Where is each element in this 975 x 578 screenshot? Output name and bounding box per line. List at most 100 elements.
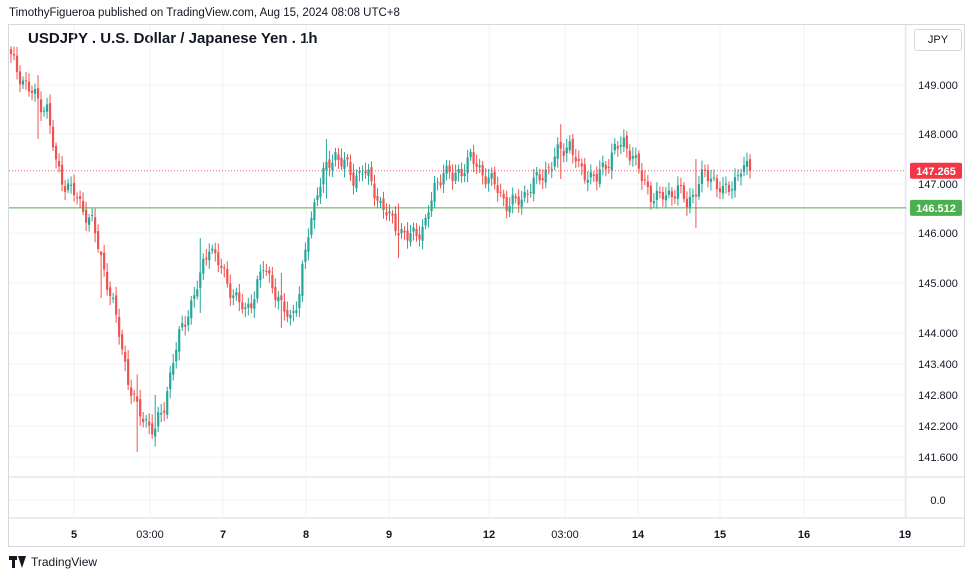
y-tick-label: 142.200 <box>918 421 958 433</box>
support-price-tag: 146.512 <box>916 203 956 215</box>
candle-body <box>499 191 502 193</box>
candle-body <box>634 155 637 158</box>
candle-body <box>184 324 187 327</box>
candle-body <box>721 185 725 194</box>
candle-body <box>484 176 487 185</box>
candle-body <box>538 174 541 181</box>
candle-body <box>208 251 211 261</box>
candle-body <box>325 161 328 171</box>
candle-body <box>298 293 301 309</box>
candle-body <box>646 181 649 187</box>
candle-body <box>373 183 376 199</box>
candle-body <box>310 218 313 236</box>
candle-body <box>631 156 634 159</box>
candle-body <box>361 173 364 175</box>
candle-body <box>679 185 683 187</box>
candle-body <box>487 177 490 184</box>
candle-body <box>415 228 418 237</box>
candle-body <box>337 154 340 161</box>
candle-body <box>658 191 661 193</box>
candle-body <box>394 213 397 232</box>
candle-body <box>343 159 346 169</box>
candle-body <box>220 265 223 268</box>
candle-body <box>355 175 358 189</box>
candle-body <box>676 185 680 199</box>
candle-body <box>418 234 421 240</box>
y-tick-label: 0.0 <box>930 495 945 507</box>
candle-body <box>682 185 686 199</box>
candle-body <box>478 165 481 168</box>
candle-body <box>292 311 295 313</box>
candle-body <box>193 295 196 299</box>
candle-body <box>598 169 601 184</box>
candle-body <box>66 183 70 190</box>
candle-body <box>175 349 178 362</box>
candle-body <box>451 172 454 182</box>
candle-body <box>121 334 124 350</box>
x-tick-label: 03:00 <box>551 529 579 541</box>
candle-body <box>172 363 175 375</box>
candle-body <box>715 178 719 189</box>
candle-body <box>550 168 553 170</box>
candle-body <box>133 393 136 395</box>
candle-body <box>637 153 640 169</box>
candle-body <box>157 412 160 427</box>
candle-body <box>649 185 652 202</box>
candle-body <box>42 110 46 112</box>
candle-body <box>136 396 139 402</box>
candle-body <box>232 295 235 299</box>
candle-body <box>607 166 610 169</box>
candle-body <box>367 169 370 176</box>
candle-body <box>556 144 559 159</box>
tradingview-logo-icon <box>9 556 27 568</box>
candle-body <box>112 297 115 299</box>
candle-body <box>45 104 49 112</box>
candle-body <box>322 167 325 185</box>
candle-body <box>334 152 337 161</box>
candle-body <box>703 169 707 171</box>
candle-body <box>541 178 544 181</box>
candle-body <box>352 172 355 186</box>
candle-body <box>580 163 583 167</box>
candles-group <box>9 46 752 452</box>
candle-body <box>274 287 277 301</box>
candle-body <box>69 184 73 186</box>
candle-body <box>412 227 415 232</box>
candle-body <box>280 295 283 301</box>
candle-body <box>196 289 199 297</box>
candle-body <box>739 173 743 177</box>
y-tick-label: 141.600 <box>918 452 958 464</box>
candle-body <box>517 196 520 206</box>
candle-body <box>745 161 749 167</box>
tradingview-brand: TradingView <box>9 555 97 569</box>
candle-body <box>439 182 442 186</box>
candle-body <box>85 209 88 223</box>
candle-body <box>295 310 298 313</box>
candle-body <box>145 419 148 421</box>
candle-body <box>559 141 562 149</box>
candle-body <box>724 183 728 185</box>
candle-body <box>301 263 304 296</box>
candle-body <box>457 169 460 174</box>
candle-body <box>226 268 229 284</box>
candle-body <box>24 80 28 82</box>
candle-body <box>81 200 85 212</box>
candle-body <box>436 181 439 183</box>
candle-body <box>39 99 43 113</box>
x-tick-label: 14 <box>632 529 645 541</box>
candle-body <box>565 147 568 154</box>
candle-body <box>520 199 523 207</box>
y-tick-label: 148.000 <box>918 129 958 141</box>
candle-body <box>421 226 424 241</box>
candle-body <box>376 196 379 201</box>
candle-body <box>493 172 496 185</box>
candle-body <box>610 152 613 171</box>
candle-body <box>469 151 472 158</box>
candle-body <box>595 173 598 182</box>
candle-body <box>27 81 31 92</box>
currency-button[interactable]: JPY <box>914 29 962 51</box>
candle-body <box>475 163 478 167</box>
candle-body <box>286 309 289 317</box>
candle-body <box>397 233 400 236</box>
